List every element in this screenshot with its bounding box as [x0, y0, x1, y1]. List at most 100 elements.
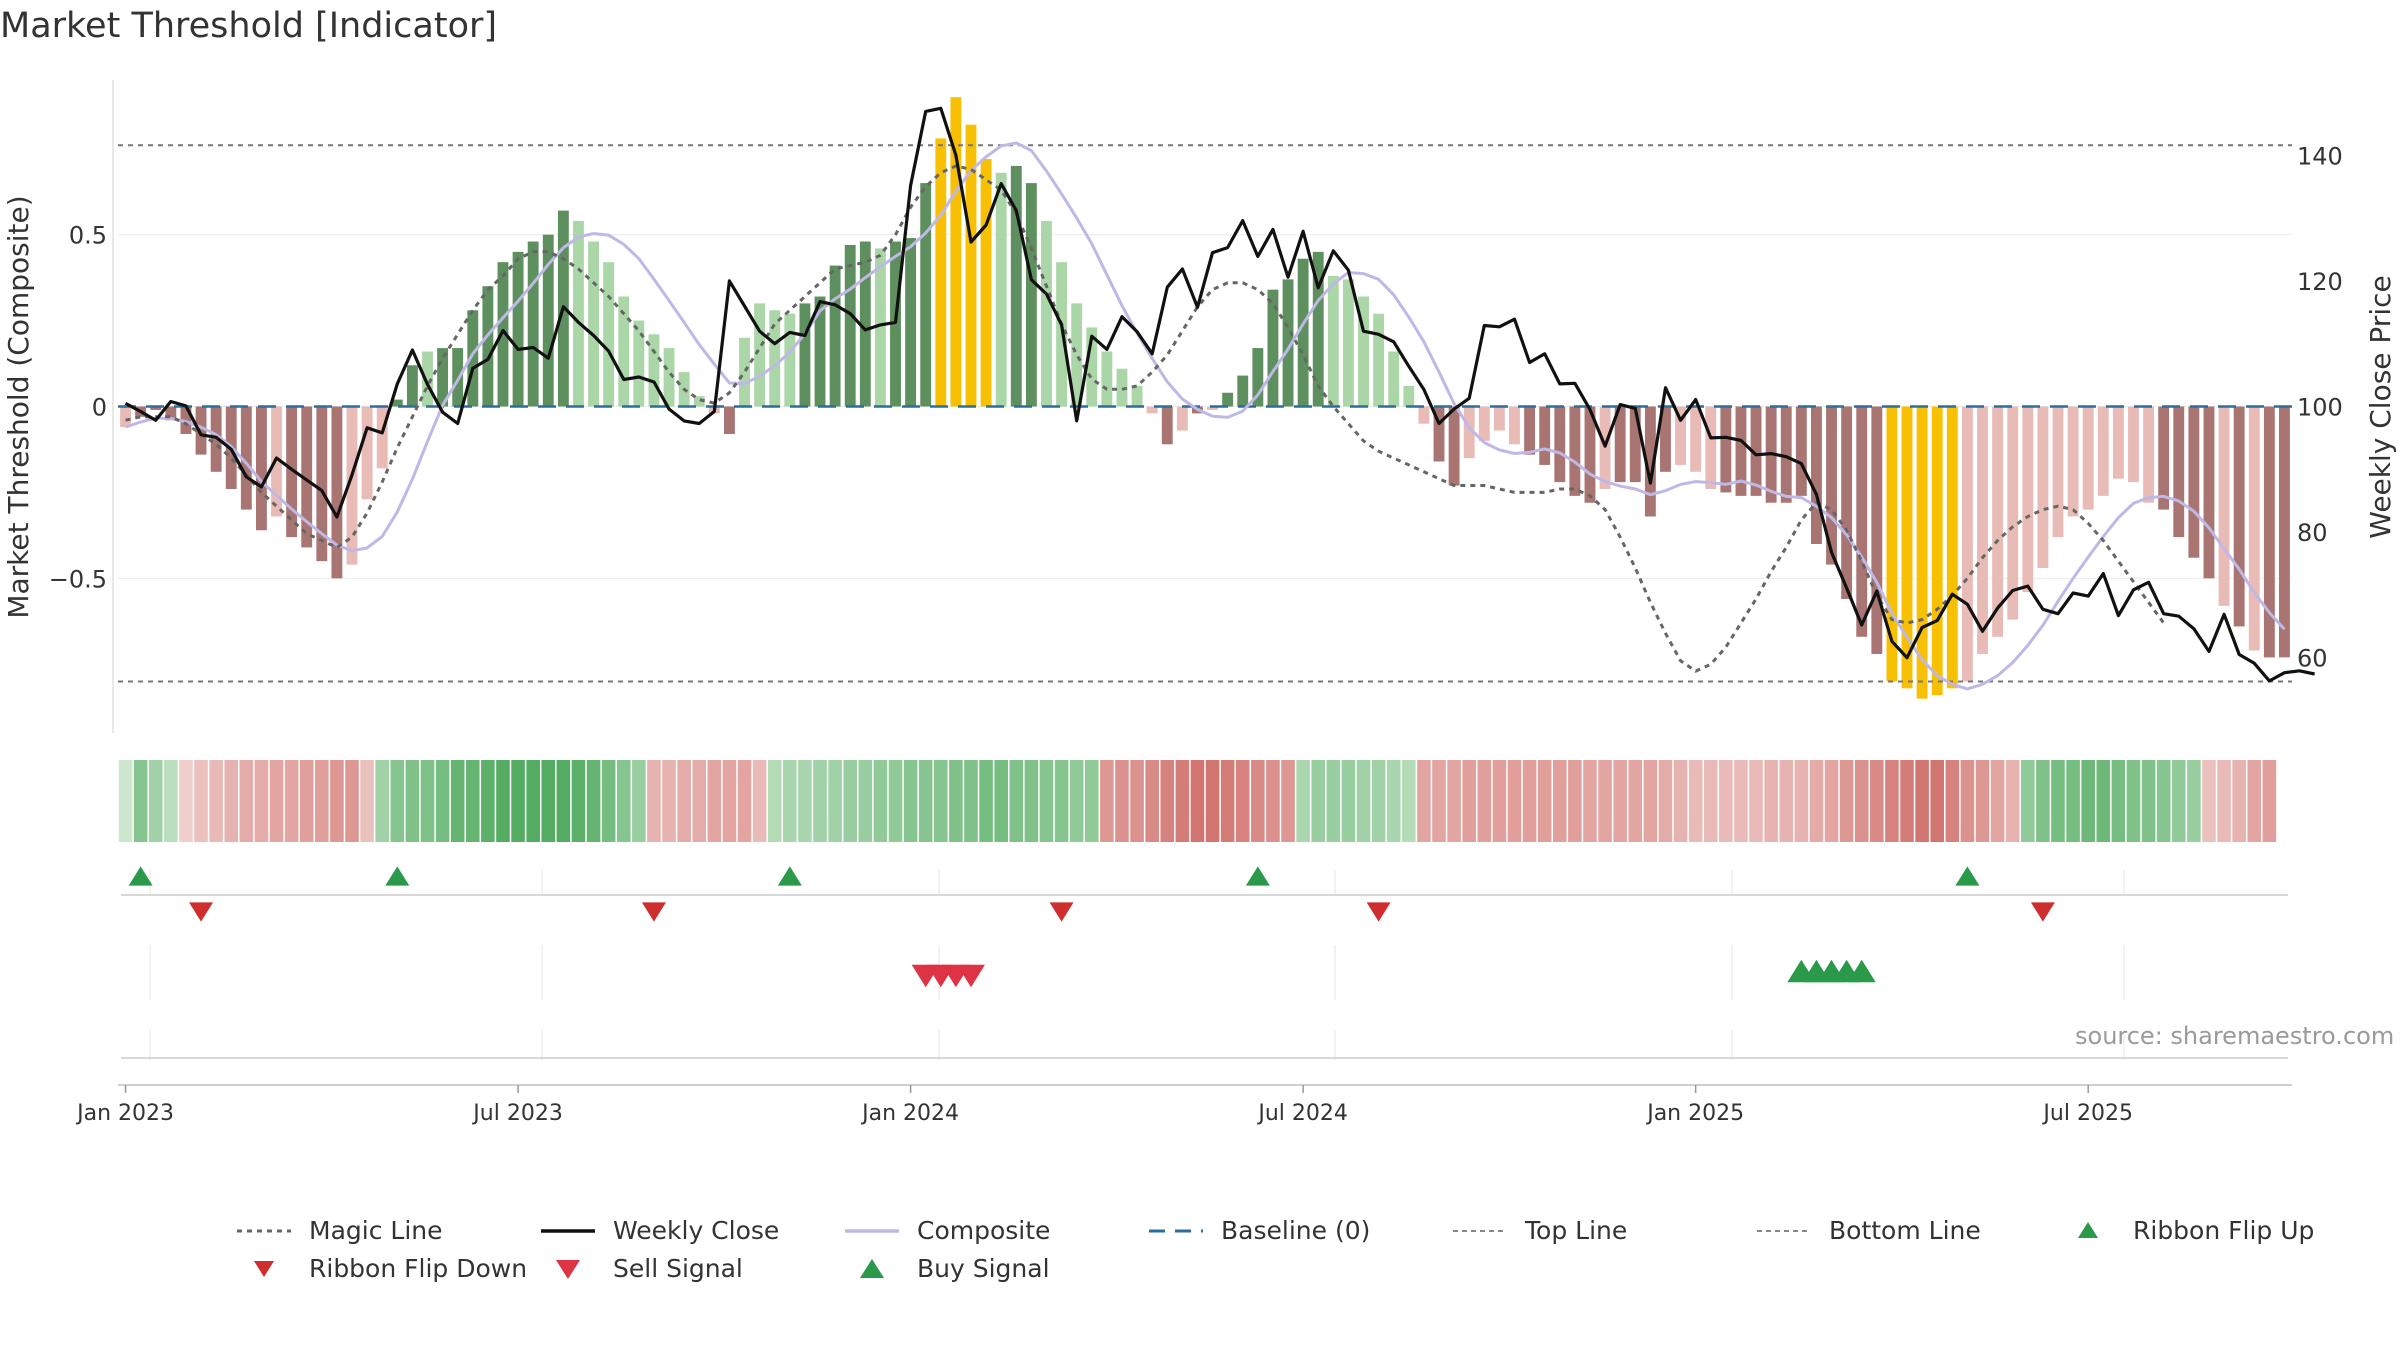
composite-bar — [769, 310, 781, 407]
composite-bar — [1720, 406, 1732, 493]
composite-bar — [844, 244, 856, 407]
ribbon-cell — [254, 760, 269, 842]
x-axis: Jan 2023 Jul 2023 Jan 2024 Jul 2024 Jan 2025… — [75, 1084, 2292, 1126]
composite-bar — [1554, 406, 1566, 483]
ribbon-cell — [1643, 760, 1658, 842]
composite-bar — [814, 296, 826, 407]
ribbon-cell — [1583, 760, 1597, 842]
composite-bar — [1931, 406, 1943, 696]
ribbon-cell — [1975, 760, 1990, 842]
composite-bar — [1916, 406, 1928, 699]
composite-bar — [648, 334, 660, 407]
composite-bar — [920, 183, 932, 407]
lines-layer — [118, 106, 2315, 691]
composite-bar — [784, 313, 796, 407]
ribbon-cell — [964, 760, 978, 842]
composite-bar — [2067, 406, 2079, 517]
ribbon-cell — [330, 760, 344, 842]
left-tick-label: −0.5 — [49, 565, 107, 593]
ribbon-cell — [2081, 760, 2095, 842]
ribbon-cell — [1235, 760, 1250, 842]
ribbon-cell — [1779, 760, 1794, 842]
composite-bar — [2263, 406, 2275, 658]
right-tick-label: 140 — [2297, 142, 2343, 170]
ribbon-cell — [209, 760, 223, 842]
composite-bar — [2203, 406, 2215, 579]
ribbon-cell — [1009, 760, 1024, 842]
ribbon-cell — [647, 760, 661, 842]
composite-bar — [2233, 406, 2245, 627]
composite-bar — [1146, 406, 1158, 414]
legend-label: Ribbon Flip Down — [309, 1254, 528, 1283]
ribbon-cell — [1462, 760, 1476, 842]
composite-bar — [150, 406, 162, 410]
ribbon-cell — [511, 760, 525, 842]
ribbon-cell — [1175, 760, 1190, 842]
composite-bar — [980, 159, 992, 407]
composite-bar — [1267, 289, 1279, 407]
ribbon-cell — [284, 760, 299, 842]
ribbon-flip-down-marker — [189, 902, 214, 922]
legend-key-buy — [843, 1257, 901, 1281]
ribbon-cell — [1311, 760, 1326, 842]
ribbon-cell — [2187, 760, 2201, 842]
ribbon-flip-down-marker — [1049, 902, 1074, 922]
legend-label: Weekly Close — [613, 1216, 780, 1245]
ribbon-cell — [1115, 760, 1129, 842]
composite-bar — [1750, 406, 1762, 496]
ribbon-cell — [1130, 760, 1144, 842]
legend-key-flipup — [2059, 1219, 2117, 1243]
composite-bar — [240, 406, 252, 510]
ribbon-cell — [194, 760, 208, 842]
ribbon-cell — [390, 760, 405, 842]
left-tick-label: 0 — [92, 394, 107, 422]
ribbon-cell — [843, 760, 858, 842]
composite-bar — [1584, 406, 1596, 503]
composite-bar — [1886, 406, 1898, 682]
ribbon-cell — [224, 760, 239, 842]
composite-bar — [1524, 406, 1536, 455]
ribbon-cell — [1598, 760, 1612, 842]
ribbon-cell — [1703, 760, 1718, 842]
right-tick-label: 100 — [2297, 394, 2343, 422]
composite-bar — [1403, 385, 1415, 407]
legend-item-buy: Buy Signal — [843, 1254, 1050, 1283]
composite-bar — [2218, 406, 2230, 606]
ribbon-cell — [722, 760, 737, 842]
ribbon-strip — [118, 760, 2277, 842]
ribbon-cell — [2066, 760, 2080, 842]
magic-line — [125, 164, 2165, 673]
composite-bar — [361, 406, 373, 500]
composite-bar — [2022, 406, 2034, 593]
composite-bar — [573, 220, 584, 407]
ribbon-cell — [375, 760, 389, 842]
legend-item-baseline: Baseline (0) — [1147, 1216, 1370, 1245]
composite-bar — [2279, 406, 2290, 658]
composite-bar — [965, 124, 977, 407]
composite-bar — [482, 286, 494, 407]
legend-key-bottom — [1755, 1219, 1813, 1243]
composite-bar — [1463, 406, 1475, 459]
ribbon-cell — [465, 760, 480, 842]
composite-bar — [1086, 327, 1098, 407]
composite-bar — [376, 406, 388, 469]
composite-bar — [1116, 368, 1128, 407]
composite-bar — [1675, 406, 1686, 465]
composite-bar — [2158, 406, 2170, 510]
ribbon-cell — [1915, 760, 1929, 842]
ribbon-cell — [1628, 760, 1643, 842]
ribbon-cell — [2005, 760, 2020, 842]
composite-bar — [1629, 406, 1641, 483]
right-axis-title: Weekly Close Price — [2364, 275, 2397, 538]
ribbon-cell — [1054, 760, 1069, 842]
ribbon-cell — [405, 760, 420, 842]
source-credit: source: sharemaestro.com — [2075, 1022, 2395, 1050]
composite-bar — [271, 406, 282, 517]
ribbon-cell — [1326, 760, 1341, 842]
composite-bar — [1841, 406, 1853, 599]
composite-bar — [2097, 406, 2109, 496]
ribbon-cell — [496, 760, 510, 842]
ribbon-cell — [1205, 760, 1220, 842]
ribbon-cell — [133, 760, 148, 842]
ribbon-cell — [1477, 760, 1492, 842]
